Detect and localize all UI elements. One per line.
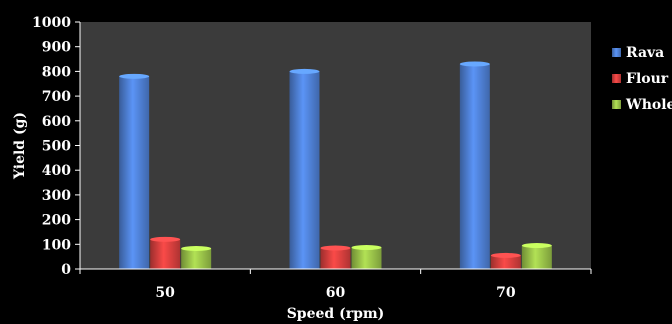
bar-top-cap xyxy=(351,245,382,251)
x-tick-label: 60 xyxy=(326,285,346,301)
bar-top-cap xyxy=(459,61,490,67)
legend-label-whole: Whole xyxy=(625,97,672,113)
bar-flour-70 xyxy=(490,255,521,269)
y-tick-label: 500 xyxy=(42,139,71,155)
bar-top-cap xyxy=(490,252,521,258)
y-tick-label: 700 xyxy=(42,89,71,105)
plot-area xyxy=(80,22,591,269)
y-tick-label: 1000 xyxy=(32,15,71,31)
x-tick-label: 70 xyxy=(496,285,516,301)
y-tick-label: 200 xyxy=(42,213,71,229)
y-tick-label: 600 xyxy=(42,114,71,130)
legend-label-flour: Flour xyxy=(626,71,669,87)
x-tick-label: 50 xyxy=(155,285,175,301)
legend: Rava Flour Whole xyxy=(612,45,672,113)
y-tick-label: 300 xyxy=(42,188,71,204)
legend-swatch-rava xyxy=(612,48,621,57)
bar-flour-50 xyxy=(150,239,181,269)
y-tick-label: 0 xyxy=(61,262,71,278)
x-axis-title: Speed (rpm) xyxy=(287,306,385,322)
bar-whole-70 xyxy=(521,245,552,269)
bar-whole-50 xyxy=(181,248,212,269)
bar-top-cap xyxy=(320,245,351,251)
y-tick-label: 400 xyxy=(42,163,71,179)
y-axis-ticks: 0 100 200 300 400 500 600 700 800 900 1000 xyxy=(32,15,80,278)
bar-top-cap xyxy=(521,243,552,249)
bar-whole-60 xyxy=(351,247,382,269)
legend-label-rava: Rava xyxy=(626,45,664,61)
bar-top-cap xyxy=(181,245,212,251)
bars-group xyxy=(119,61,552,270)
bar-top-cap xyxy=(289,68,320,74)
bar-top-cap xyxy=(119,73,150,79)
bar-rava-50 xyxy=(119,76,150,269)
bar-flour-60 xyxy=(320,248,351,269)
y-tick-label: 100 xyxy=(42,237,71,253)
y-tick-label: 800 xyxy=(42,64,71,80)
bar-rava-70 xyxy=(459,63,490,269)
x-axis-ticks: 50 60 70 xyxy=(79,269,592,301)
bar-top-cap xyxy=(150,236,181,242)
y-tick-label: 900 xyxy=(42,40,71,56)
bar-rava-60 xyxy=(289,71,320,270)
legend-swatch-whole xyxy=(612,100,621,109)
legend-swatch-flour xyxy=(612,74,621,83)
y-axis-title: Yield (g) xyxy=(12,112,28,180)
